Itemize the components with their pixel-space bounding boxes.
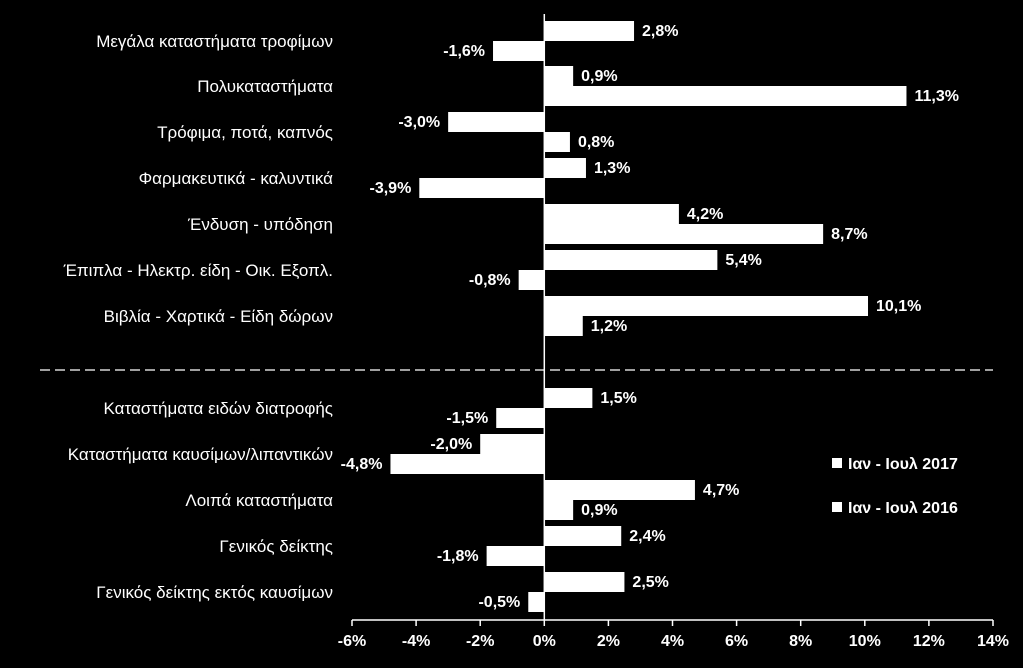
value-label: 10,1% xyxy=(876,298,921,315)
bar-2017 xyxy=(480,434,545,454)
x-tick-label: 8% xyxy=(789,633,812,650)
x-tick-label: 6% xyxy=(725,633,748,650)
value-label: 11,3% xyxy=(914,88,958,105)
x-tick-label: 4% xyxy=(661,633,684,650)
value-label: 1,5% xyxy=(600,390,636,407)
category-label: Πολυκαταστήματα xyxy=(197,77,333,96)
x-tick-label: 14% xyxy=(977,633,1009,650)
bar-2017 xyxy=(544,204,679,224)
value-label: 2,4% xyxy=(629,528,665,545)
bar-2017 xyxy=(544,66,574,86)
x-tick-label: -4% xyxy=(402,633,430,650)
category-label: Τρόφιμα, ποτά, καπνός xyxy=(157,123,333,142)
value-label: -4,8% xyxy=(341,456,383,473)
value-label: 0,9% xyxy=(581,68,617,85)
category-label: Καταστήματα ειδών διατροφής xyxy=(104,399,333,418)
bar-2016 xyxy=(544,132,570,152)
bar-2017 xyxy=(448,112,545,132)
x-tick-label: 2% xyxy=(597,633,620,650)
value-label: 2,5% xyxy=(632,574,668,591)
value-label: -0,8% xyxy=(469,272,511,289)
category-label: Βιβλία - Χαρτικά - Είδη δώρων xyxy=(104,307,333,326)
value-label: 1,2% xyxy=(591,318,627,335)
value-label: -3,9% xyxy=(370,180,412,197)
bar-2016 xyxy=(544,316,583,336)
bars-layer xyxy=(390,21,907,612)
bar-2017 xyxy=(544,480,695,500)
x-tick-label: 0% xyxy=(533,633,556,650)
bar-2017 xyxy=(544,21,635,41)
value-label: -3,0% xyxy=(398,114,440,131)
x-tick-label: -2% xyxy=(466,633,494,650)
value-label: 2,8% xyxy=(642,23,678,40)
value-label: -1,6% xyxy=(443,43,485,60)
value-label: -1,8% xyxy=(437,548,479,565)
x-tick-label: -6% xyxy=(338,633,366,650)
value-label: 4,2% xyxy=(687,206,723,223)
value-label: -1,5% xyxy=(446,410,488,427)
bar-2017 xyxy=(544,250,718,270)
category-label: Φαρμακευτικά - καλυντικά xyxy=(139,169,334,188)
bar-2016 xyxy=(390,454,545,474)
category-label: Ένδυση - υπόδηση xyxy=(187,215,333,234)
value-label: 0,9% xyxy=(581,502,617,519)
category-label: Λοιπά καταστήματα xyxy=(185,491,333,510)
legend-label-2016: Ιαν - Ιουλ 2016 xyxy=(848,500,958,517)
bar-2016 xyxy=(518,270,545,290)
category-label: Γενικός δείκτης εκτός καυσίμων xyxy=(96,583,333,602)
x-tick-label: 10% xyxy=(849,633,881,650)
value-label: -2,0% xyxy=(430,436,472,453)
bar-2016 xyxy=(486,546,545,566)
bar-2017 xyxy=(544,572,625,592)
value-label: 8,7% xyxy=(831,226,867,243)
x-tick-label: 12% xyxy=(913,633,945,650)
bar-2016 xyxy=(528,592,545,612)
bar-2017 xyxy=(544,526,622,546)
labels-layer: Μεγάλα καταστήματα τροφίμων Πολυκαταστήμα… xyxy=(63,23,959,611)
category-label: Καταστήματα καυσίμων/λιπαντικών xyxy=(68,445,333,464)
bar-2016 xyxy=(544,224,824,244)
bar-2016 xyxy=(544,500,574,520)
axis-layer: -6% -4% -2% 0% 2% 4% 6% 8% 10% 12% 14% xyxy=(40,14,1009,650)
category-label: Έπιπλα - Ηλεκτρ. είδη - Οικ. Εξοπλ. xyxy=(63,261,333,280)
bar-2017 xyxy=(544,158,586,178)
category-label: Μεγάλα καταστήματα τροφίμων xyxy=(96,32,333,51)
value-label: 5,4% xyxy=(725,252,761,269)
legend: Ιαν - Ιουλ 2017 Ιαν - Ιουλ 2016 xyxy=(832,456,958,517)
bar-2016 xyxy=(493,41,545,61)
legend-swatch-2017 xyxy=(832,458,842,468)
value-label: -0,5% xyxy=(478,594,520,611)
bar-2017 xyxy=(544,388,593,408)
value-label: 1,3% xyxy=(594,160,630,177)
bar-2016 xyxy=(544,86,907,106)
bar-2016 xyxy=(419,178,545,198)
category-label: Γενικός δείκτης xyxy=(219,537,333,556)
value-label: 4,7% xyxy=(703,482,739,499)
value-label: 0,8% xyxy=(578,134,614,151)
bar-2017 xyxy=(544,296,869,316)
bar-2016 xyxy=(496,408,545,428)
legend-swatch-2016 xyxy=(832,502,842,512)
legend-label-2017: Ιαν - Ιουλ 2017 xyxy=(848,456,958,473)
